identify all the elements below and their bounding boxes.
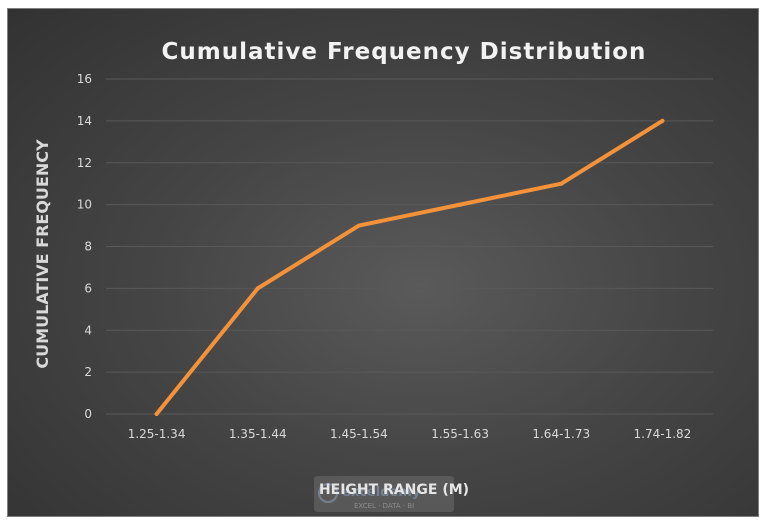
line-chart: Cumulative Frequency Distribution 0 2 4 6 8 1… [33,39,713,512]
x-tick-label: 1.74-1.82 [634,427,692,441]
x-tick-label: 1.35-1.44 [229,427,287,441]
x-axis-title: HEIGHT RANGE (M) [319,482,469,498]
series-layer [154,118,665,416]
x-tick-label: 1.25-1.34 [128,427,186,441]
y-tick-label: 0 [84,407,92,421]
data-point [458,202,463,207]
data-point [559,181,564,186]
y-tick-label: 16 [77,72,92,86]
data-point [154,412,159,416]
y-axis-title: CUMULATIVE FREQUENCY [33,139,52,369]
chart-title: Cumulative Frequency Distribution [162,39,647,65]
watermark-logo: exceldemy EXCEL · DATA · BI [314,476,454,512]
y-tick-label: 14 [77,114,92,128]
x-tick-label: 1.64-1.73 [532,427,590,441]
data-point [356,223,361,228]
chart-container: Cumulative Frequency Distribution 0 2 4 6 8 1… [7,8,759,517]
watermark-tagline: EXCEL · DATA · BI [354,502,414,510]
y-tick-label: 6 [84,281,92,295]
watermark-name: exceldemy [342,485,421,500]
series-line [154,118,665,416]
gridlines [106,78,713,415]
y-tick-label: 2 [84,365,92,379]
x-tick-label: 1.45-1.54 [330,427,388,441]
y-axis-ticks: 0 2 4 6 8 10 12 14 16 [77,72,92,421]
y-tick-label: 8 [84,240,92,254]
y-tick-label: 10 [77,198,92,212]
x-axis-ticks: 1.25-1.34 1.35-1.44 1.45-1.54 1.55-1.63 1.64… [128,427,692,441]
x-tick-label: 1.55-1.63 [431,427,489,441]
y-tick-label: 12 [77,156,92,170]
data-point [255,286,260,291]
y-tick-label: 4 [84,323,92,337]
data-point [660,118,665,123]
